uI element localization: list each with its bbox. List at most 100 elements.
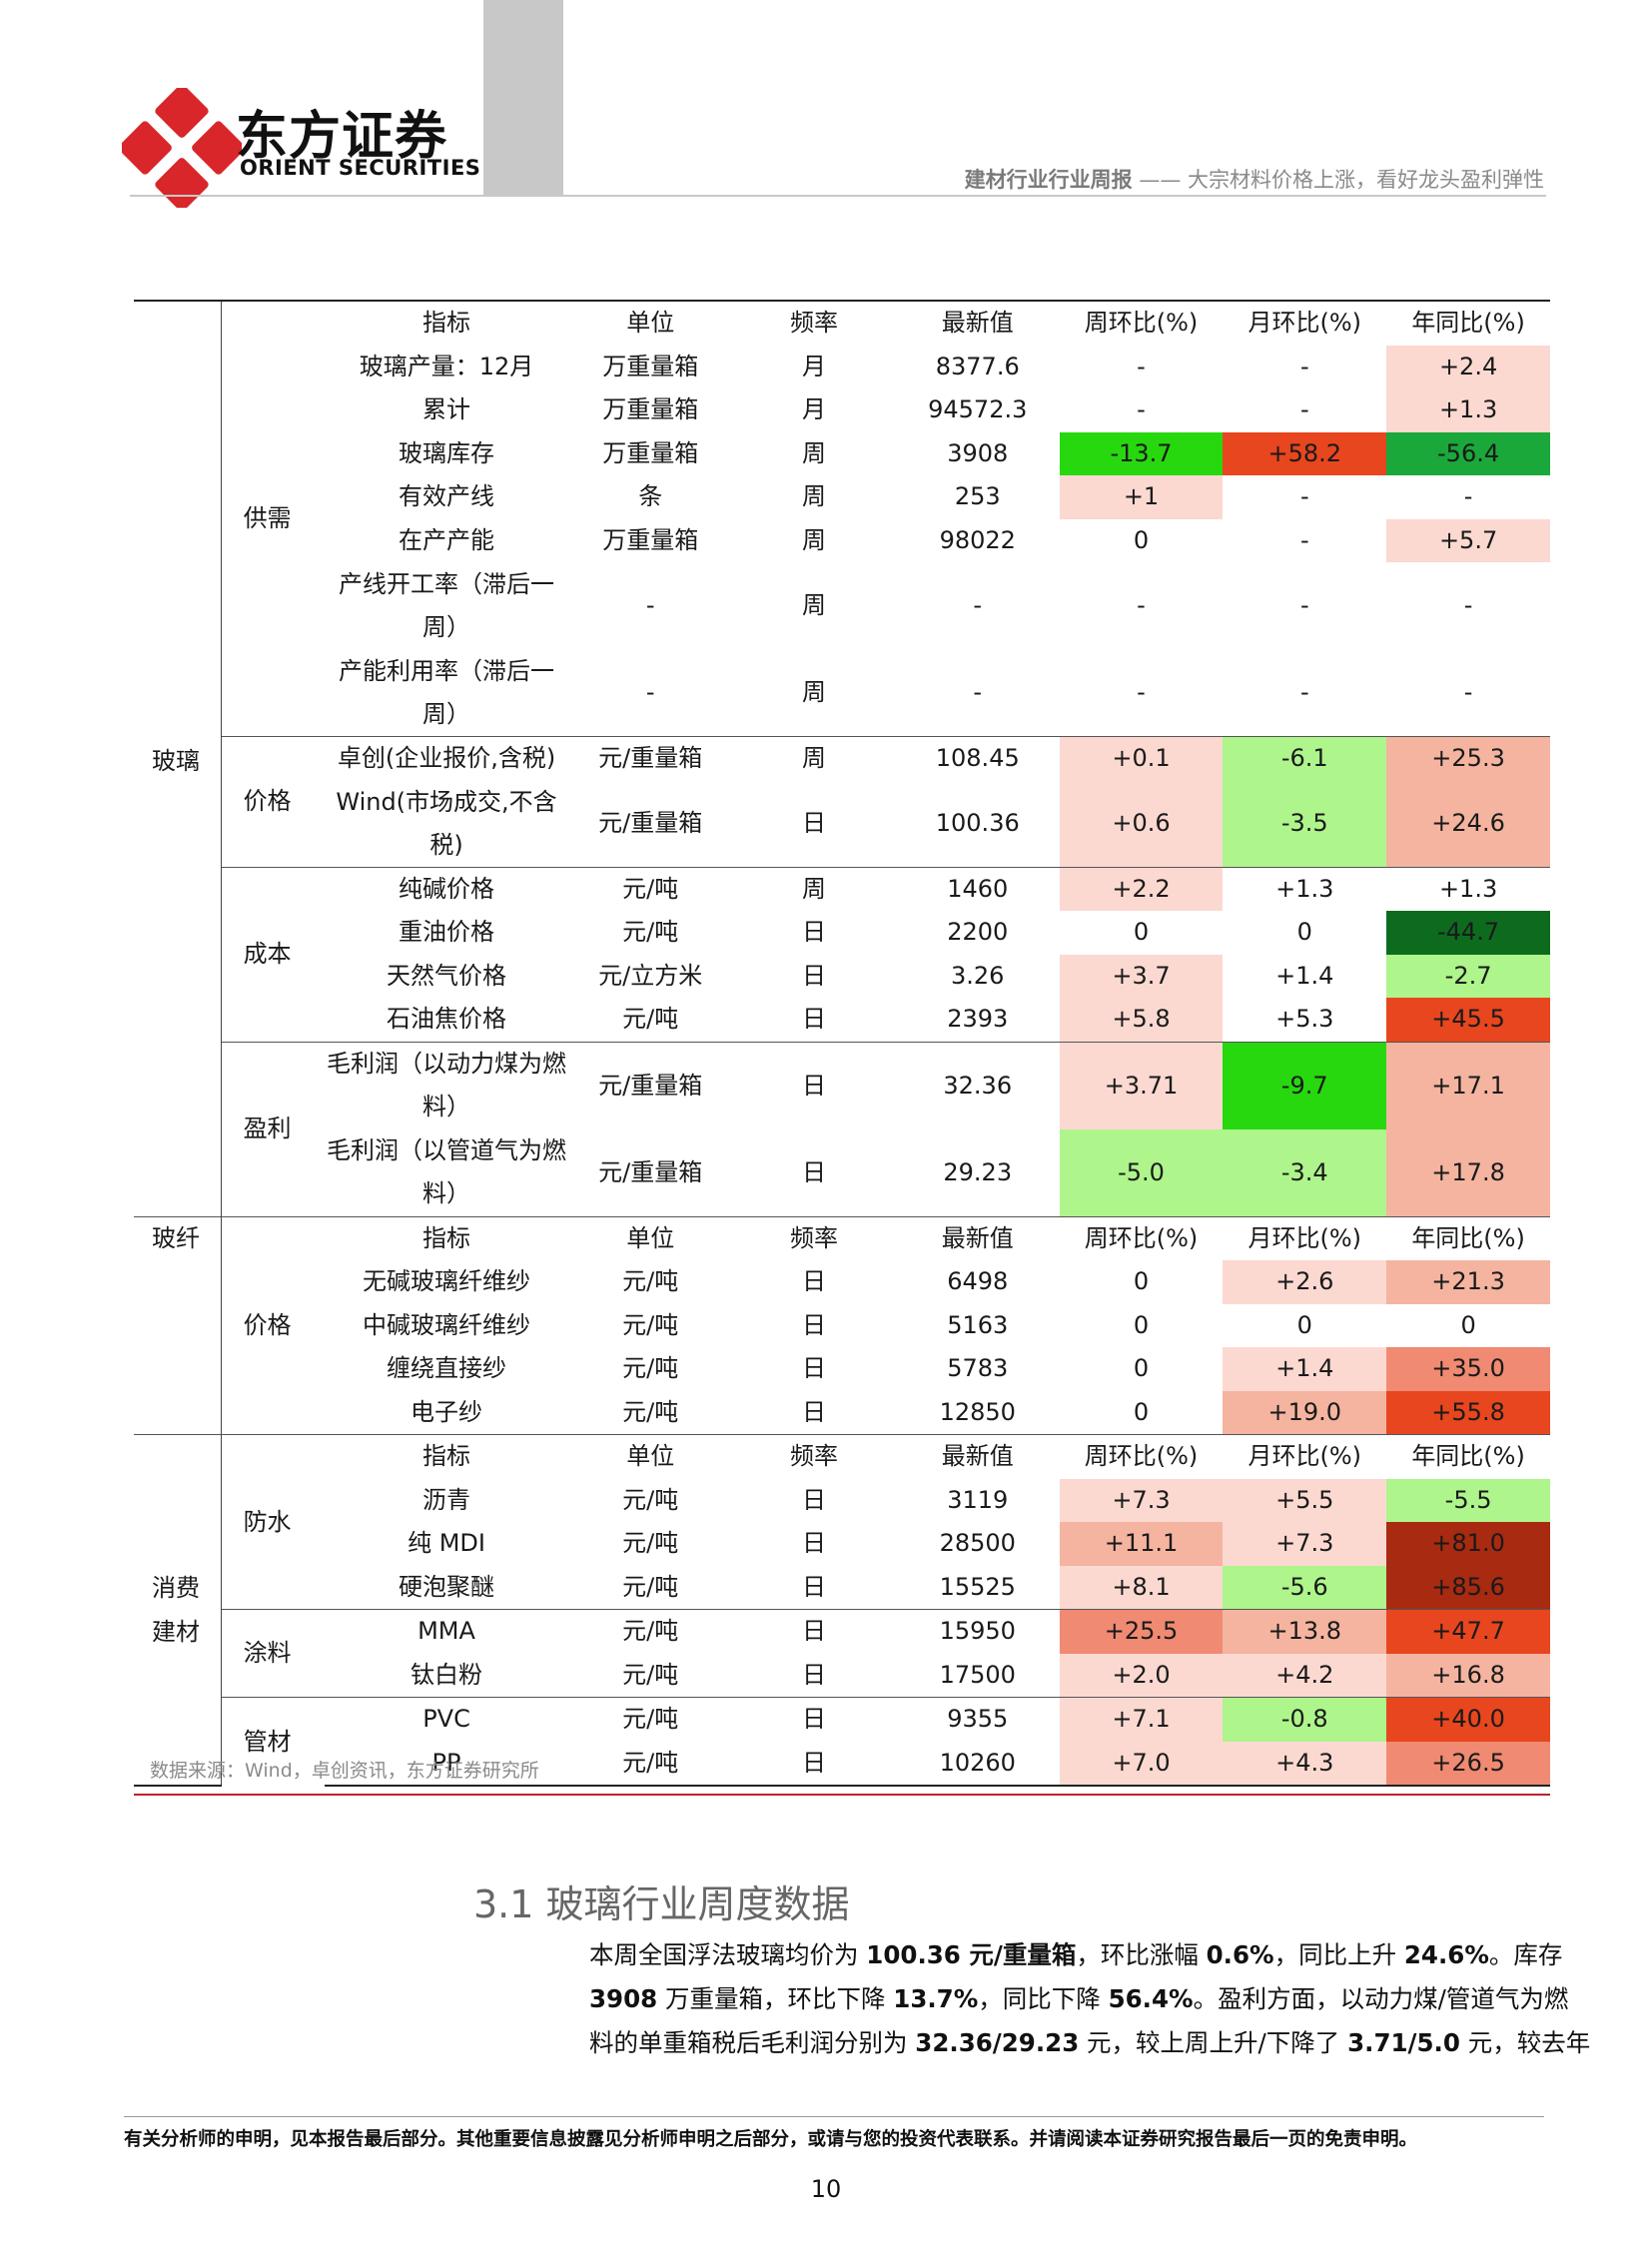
cell-indicator: 天然气价格 — [387, 961, 507, 990]
cell-yoy: +17.1 — [1386, 1041, 1550, 1129]
header-frequency: 频率 — [732, 1215, 896, 1260]
cell-mom: +4.3 — [1223, 1741, 1387, 1787]
cell-wow: -13.7 — [1059, 431, 1224, 475]
cell-yoy: +40.0 — [1386, 1697, 1550, 1742]
header-wow: 周环比(%) — [1059, 1215, 1224, 1260]
cell-indicator: 卓创(企业报价,含税) — [324, 736, 569, 781]
table-row: 玻璃库存 万重量箱 周 3908 -13.7 +58.2 -56.4 — [134, 431, 1550, 475]
cell-frequency: 月 — [801, 352, 826, 380]
fiber-header-row: 玻纤 价格 指标 单位 频率 最新值 周环比(%) 月环比(%) 年同比(%) — [134, 1215, 1550, 1435]
cell-latest: 3908 — [947, 438, 1009, 467]
cell-unit: 元/吨 — [622, 1310, 679, 1339]
cell-yoy: - — [1463, 591, 1473, 619]
cell-mom: -3.4 — [1223, 1128, 1387, 1216]
cell-wow: 0 — [1133, 1267, 1150, 1296]
cell-frequency: 日 — [801, 961, 826, 990]
table-row: 有效产线 条 周 253 +1 - - — [134, 475, 1550, 519]
cell-yoy: +47.7 — [1386, 1609, 1550, 1654]
cell-mom: - — [1299, 678, 1309, 706]
cell-wow: +7.3 — [1059, 1478, 1224, 1522]
cell-mom: -5.6 — [1223, 1565, 1387, 1610]
body-highlight: 0.6% — [1206, 1940, 1274, 1969]
cell-indicator: 玻璃产量：12月 — [359, 352, 534, 380]
cell-mom: - — [1299, 395, 1309, 424]
cell-latest: 98022 — [939, 525, 1016, 554]
cell-yoy: +5.7 — [1386, 518, 1550, 562]
source-divider — [134, 1794, 1550, 1796]
cell-indicator: 产能利用率（滞后一周） — [339, 656, 555, 728]
cell-yoy: +16.8 — [1386, 1653, 1550, 1698]
table-header-row: 玻璃 供需 指标 单位 频率 最新值 周环比(%) 月环比(%) 年同比(%) — [134, 300, 1550, 1216]
table-body: 玻璃 供需 指标 单位 频率 最新值 周环比(%) 月环比(%) 年同比(%) 玻璃产量：12月万… — [134, 300, 1550, 1787]
cell-yoy: +45.5 — [1386, 998, 1550, 1042]
cell-yoy: +25.3 — [1386, 736, 1550, 781]
brand-name-en: ORIENT SECURITIES — [240, 156, 481, 180]
cell-frequency: 日 — [801, 1660, 826, 1689]
cell-unit: 万重量箱 — [602, 395, 699, 424]
cell-yoy: +21.3 — [1386, 1260, 1550, 1304]
price-data-table: 玻璃 供需 指标 单位 频率 最新值 周环比(%) 月环比(%) 年同比(%) 玻璃产量：12月万… — [134, 300, 1550, 1787]
body-text-segment: 本周全国浮法玻璃均价为 — [589, 1940, 867, 1969]
cell-mom: +2.6 — [1223, 1260, 1387, 1304]
header-mom: 月环比(%) — [1223, 300, 1387, 346]
cell-wow: +3.7 — [1059, 954, 1224, 998]
cell-frequency: 日 — [801, 1397, 826, 1426]
cell-frequency: 日 — [732, 1609, 896, 1654]
cell-latest: 2200 — [947, 918, 1009, 947]
body-highlight: 3.71/5.0 — [1347, 2028, 1460, 2057]
cell-unit: 元/吨 — [622, 1005, 679, 1034]
subcategory-profit: 盈利 — [221, 1041, 325, 1216]
cell-indicator: 玻璃库存 — [399, 438, 495, 467]
table-row: 涂料 MMA 元/吨日 15950 +25.5 +13.8 +47.7 — [134, 1609, 1550, 1698]
subcategory-glass-price: 价格 — [221, 736, 325, 867]
cell-unit: 元/吨 — [622, 1485, 679, 1514]
cell-indicator: 毛利润（以管道气为燃料） — [327, 1136, 567, 1207]
cell-unit: 元/立方米 — [598, 961, 703, 990]
table-row: 产线开工率（滞后一周） - 周 - - - - — [134, 562, 1550, 649]
report-title-rest: —— 大宗材料价格上涨，看好龙头盈利弹性 — [1132, 168, 1544, 192]
cell-wow: +25.5 — [1059, 1609, 1224, 1654]
cell-wow: -5.0 — [1059, 1128, 1224, 1216]
table-row: 价格 卓创(企业报价,含税) 元/重量箱周 108.45 +0.1 -6.1 +25.3 — [134, 736, 1550, 867]
cell-wow: +5.8 — [1059, 998, 1224, 1042]
body-highlight: 32.36/29.23 — [915, 2028, 1080, 2057]
cell-latest: 3119 — [947, 1485, 1009, 1514]
header-yoy: 年同比(%) — [1386, 1434, 1550, 1479]
source-note: 数据来源：Wind，卓创资讯，东方证券研究所 — [150, 1760, 539, 1782]
footer-divider — [124, 2116, 1544, 2117]
orient-securities-logo-icon — [122, 88, 242, 208]
body-text-segment: 料的单重箱税后毛利润分别为 — [589, 2028, 916, 2057]
subcategory-waterproof: 防水 — [221, 1434, 325, 1610]
cell-yoy: - — [1463, 482, 1473, 511]
body-text-segment: 。库存 — [1488, 1940, 1563, 1969]
cell-yoy: +85.6 — [1386, 1565, 1550, 1610]
cell-indicator: 重油价格 — [399, 918, 495, 947]
cell-unit: 元/重量箱 — [568, 736, 733, 781]
cell-indicator: 电子纱 — [411, 1397, 483, 1426]
cell-unit: 元/吨 — [622, 1572, 679, 1601]
cell-unit: 元/吨 — [622, 1660, 679, 1689]
cell-frequency: 日 — [801, 1157, 826, 1186]
header-mom: 月环比(%) — [1223, 1215, 1387, 1260]
header-wow: 周环比(%) — [1059, 300, 1224, 346]
cell-frequency: 日 — [801, 1485, 826, 1514]
cell-wow: 0 — [1133, 525, 1150, 554]
cell-wow: 0 — [1133, 1397, 1150, 1426]
cell-latest: 94572.3 — [928, 395, 1028, 424]
cell-frequency: 周 — [801, 525, 826, 554]
cell-mom: -9.7 — [1223, 1041, 1387, 1129]
table-row: 累计 万重量箱 月 94572.3 - - +1.3 — [134, 388, 1550, 432]
cell-wow: +1 — [1059, 475, 1224, 519]
category-glass: 玻璃 — [134, 300, 222, 1216]
cell-indicator: PVC — [324, 1697, 569, 1742]
cell-mom: - — [1299, 591, 1309, 619]
table-row: 重油价格 元/吨 日 2200 0 0 -44.7 — [134, 911, 1550, 955]
cell-frequency: 周 — [732, 736, 896, 781]
cell-unit: 元/重量箱 — [598, 1157, 703, 1186]
cell-indicator: PP — [324, 1741, 569, 1787]
category-fiber: 玻纤 — [134, 1215, 222, 1435]
body-text-segment: 元，较去年 — [1459, 2028, 1591, 2057]
header-latest: 最新值 — [895, 300, 1060, 346]
cell-indicator: 在产产能 — [399, 525, 495, 554]
table-row: 成本 纯碱价格 元/吨周 1460 +2.2 +1.3 +1.3 — [134, 866, 1550, 1042]
